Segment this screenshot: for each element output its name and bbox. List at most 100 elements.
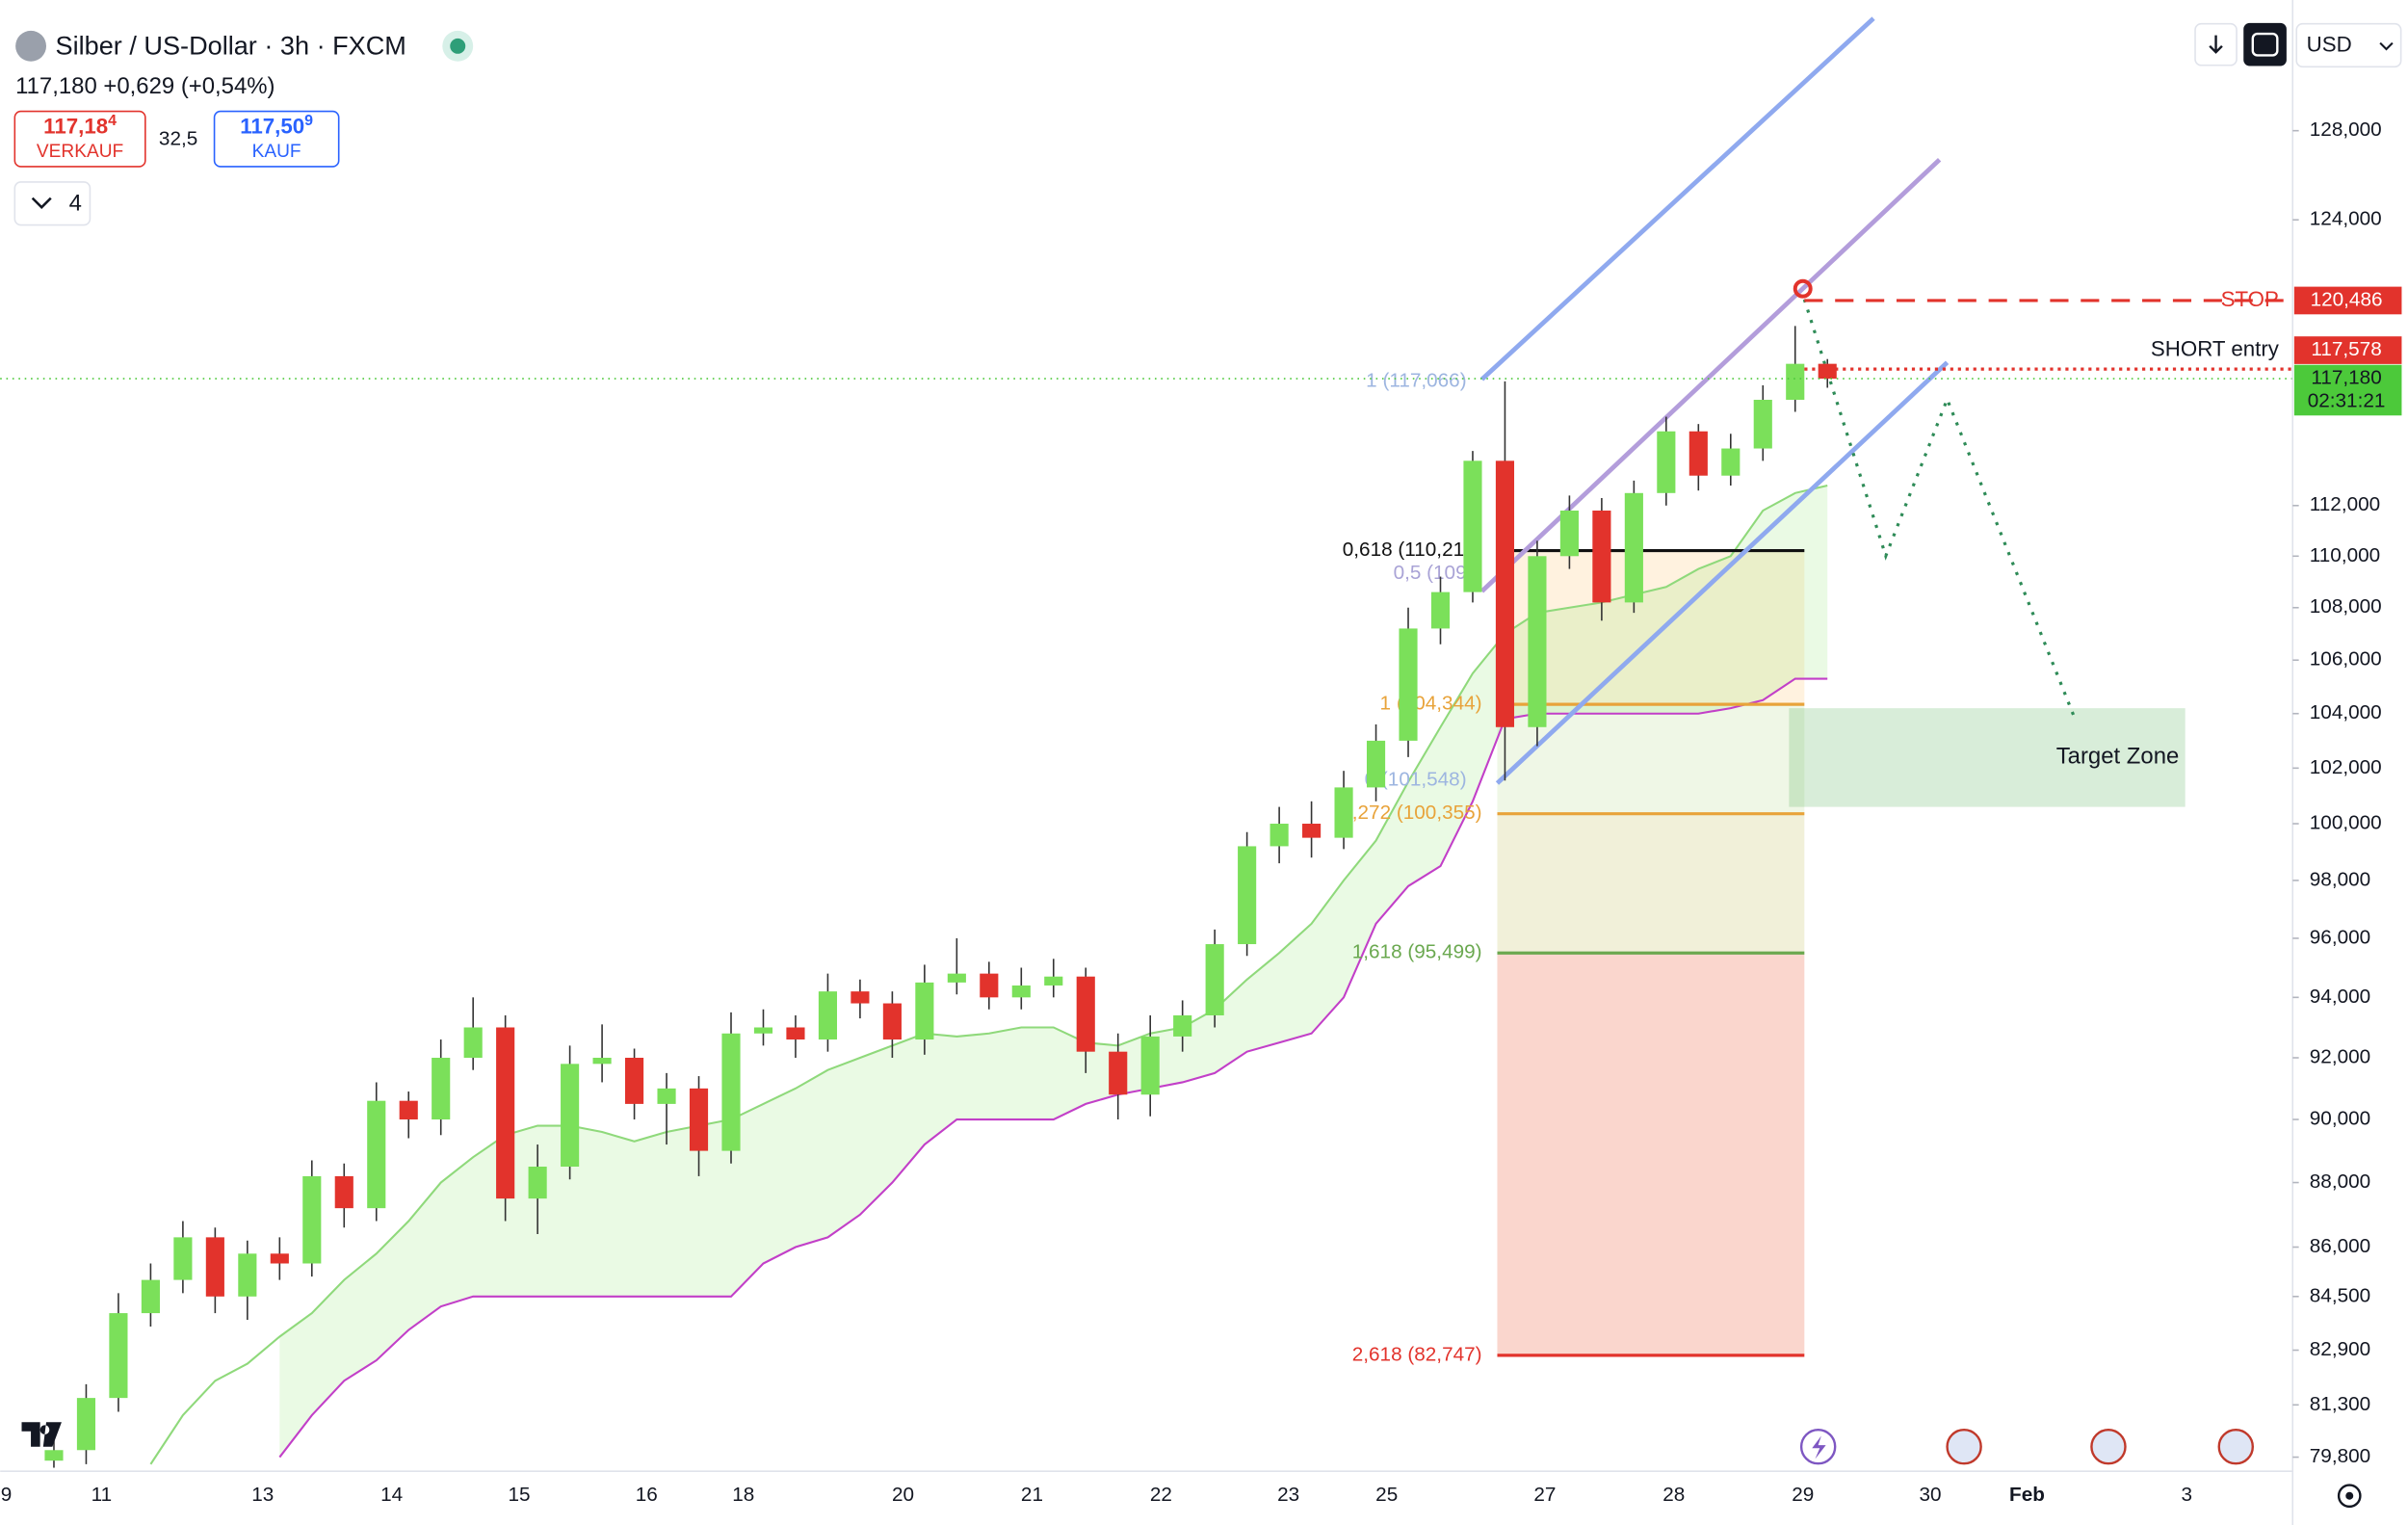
- candle-body: [76, 1398, 96, 1451]
- fib-level-label: 0,618 (110,217): [1343, 539, 1482, 561]
- candle-body: [689, 1088, 709, 1151]
- fib-zone: [1497, 550, 1805, 705]
- y-tick-label: 100,000: [2310, 811, 2382, 833]
- y-tick-label: 112,000: [2310, 493, 2380, 515]
- candle-body: [753, 1027, 773, 1034]
- fib-channel-label: 1 (117,066): [1366, 369, 1466, 391]
- buy-price: 117,509: [240, 113, 313, 138]
- candle-body: [528, 1167, 547, 1199]
- candle-body: [561, 1064, 580, 1168]
- channel-line: [1479, 158, 1942, 593]
- candle-body: [367, 1100, 386, 1209]
- x-tick-label: 25: [1375, 1484, 1398, 1506]
- candle-body: [1269, 824, 1289, 847]
- y-tick-label: 128,000: [2310, 118, 2382, 141]
- buy-label: KAUF: [252, 142, 301, 162]
- candle-body: [1430, 592, 1451, 629]
- candle-body: [1044, 976, 1063, 986]
- candle-body: [463, 1027, 483, 1058]
- event-flag[interactable]: [2217, 1428, 2255, 1465]
- fib-zone: [1497, 704, 1805, 814]
- candle-body: [141, 1279, 160, 1314]
- buy-button[interactable]: [213, 110, 340, 168]
- indicator-count: 4: [69, 190, 82, 216]
- candle-body: [1721, 448, 1741, 476]
- price-label: 117,578: [2311, 338, 2381, 360]
- price-annotation: SHORT entry: [2151, 336, 2280, 360]
- candle-body: [1463, 460, 1482, 592]
- x-tick-label: 11: [92, 1484, 113, 1506]
- x-tick-label: 28: [1662, 1484, 1685, 1506]
- fib-zone: [1497, 953, 1805, 1355]
- fullscreen-button[interactable]: [2243, 22, 2287, 66]
- candle-body: [625, 1057, 644, 1104]
- x-tick-label: 9: [1, 1484, 13, 1506]
- signal-marker: [1793, 278, 1813, 299]
- y-tick-label: 96,000: [2310, 926, 2370, 948]
- y-tick-label: 124,000: [2310, 208, 2382, 230]
- candle-body: [818, 991, 837, 1040]
- x-tick-label: 15: [508, 1484, 530, 1506]
- fib-channel-label: 0 (101,548): [1365, 769, 1467, 791]
- candle-body: [334, 1175, 353, 1209]
- y-tick-label: 92,000: [2310, 1045, 2370, 1067]
- candle-body: [302, 1175, 322, 1264]
- candle-body: [1657, 431, 1676, 493]
- symbol-title[interactable]: Silber / US-Dollar · 3h · FXCM: [56, 31, 406, 61]
- currency-select[interactable]: [2295, 22, 2402, 68]
- candle-body: [1076, 976, 1095, 1052]
- y-tick-label: 90,000: [2310, 1108, 2370, 1130]
- candle-body: [1786, 363, 1805, 400]
- x-tick-label: 21: [1021, 1484, 1043, 1506]
- candle-body: [1173, 1014, 1192, 1037]
- candle-body: [947, 973, 966, 983]
- candle-body: [270, 1253, 289, 1264]
- candle-body: [1399, 628, 1418, 741]
- event-icon-bolt: [1812, 1435, 1826, 1459]
- x-tick-label: 16: [636, 1484, 658, 1506]
- y-tick-label: 108,000: [2310, 595, 2382, 618]
- price-annotation: STOP: [2221, 287, 2279, 311]
- event-flag[interactable]: [1946, 1428, 1982, 1465]
- candle-body: [109, 1313, 128, 1399]
- settings-icon-dot: [2345, 1491, 2354, 1500]
- download-icon: [2209, 35, 2223, 54]
- x-tick-label: 22: [1150, 1484, 1172, 1506]
- y-tick-label: 98,000: [2310, 868, 2370, 890]
- candle-body: [496, 1027, 515, 1199]
- x-tick-label: 30: [1920, 1484, 1942, 1506]
- candle-body: [173, 1237, 193, 1280]
- candle-body: [1011, 985, 1031, 998]
- event-flag[interactable]: [2090, 1428, 2127, 1465]
- candle-body: [1109, 1051, 1128, 1095]
- price-label: 117,180: [2311, 366, 2381, 388]
- currency: USD: [2307, 33, 2352, 57]
- indicator-toggle[interactable]: [13, 181, 92, 226]
- x-tick-label: 18: [732, 1484, 754, 1506]
- candle-body: [1528, 556, 1547, 727]
- symbol-icon: [15, 30, 47, 62]
- candle-body: [399, 1100, 418, 1120]
- fib-zone: [1497, 813, 1805, 954]
- price-label-box: [2293, 336, 2402, 364]
- candle-body: [432, 1057, 451, 1120]
- sell-button[interactable]: [13, 110, 146, 168]
- candle-body: [238, 1253, 257, 1297]
- target-zone-label: Target Zone: [2056, 744, 2180, 770]
- y-tick-label: 84,500: [2310, 1284, 2370, 1306]
- y-tick-label: 106,000: [2310, 648, 2382, 670]
- settings-icon[interactable]: [2337, 1484, 2362, 1509]
- x-tick-label: 3: [2181, 1484, 2192, 1506]
- y-tick-label: 110,000: [2310, 544, 2380, 566]
- candle-body: [1238, 846, 1257, 945]
- candle-body: [657, 1088, 676, 1104]
- fib-level-label: 1,272 (100,355): [1341, 802, 1481, 824]
- candle-body: [1334, 787, 1353, 838]
- x-tick-label: 23: [1277, 1484, 1299, 1506]
- chevron-icon: [31, 197, 52, 210]
- y-tick-label: 86,000: [2310, 1235, 2370, 1257]
- fib-level-label: 1 (104,344): [1380, 693, 1482, 715]
- candle-body: [915, 982, 934, 1040]
